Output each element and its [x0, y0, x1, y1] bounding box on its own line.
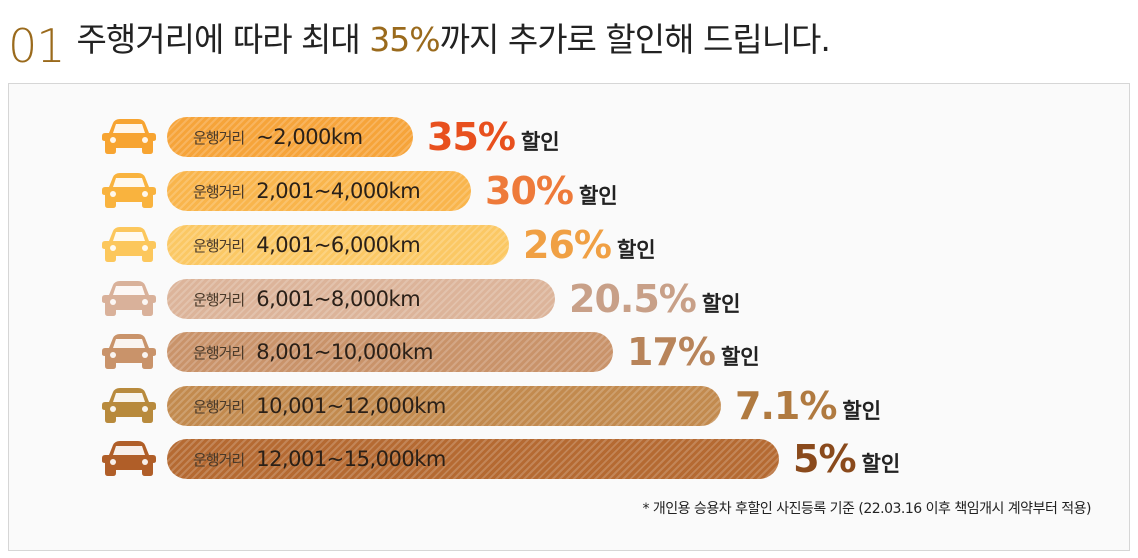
- distance-label: 운행거리: [193, 397, 245, 416]
- discount-suffix: 할인: [520, 130, 560, 154]
- discount-row: 운행거리 12,001~15,000km 5% 할인: [101, 438, 900, 480]
- distance-bar: 운행거리 10,001~12,000km: [167, 386, 721, 426]
- discount-row: 운행거리 4,001~6,000km 26% 할인: [101, 224, 656, 266]
- car-icon: [102, 173, 156, 208]
- discount-suffix: 할인: [616, 238, 656, 262]
- distance-bar: 운행거리 2,001~4,000km: [167, 171, 471, 211]
- discount-percent: 26%: [523, 223, 612, 267]
- car-icon: [102, 281, 156, 316]
- title-text-1: 주행거리에 따라 최대: [76, 19, 370, 59]
- distance-bar: 운행거리 8,001~10,000km: [167, 332, 613, 372]
- discount-percent: 7.1%: [735, 384, 837, 428]
- distance-bar: 운행거리 12,001~15,000km: [167, 439, 779, 479]
- discount-row: 운행거리 10,001~12,000km 7.1% 할인: [101, 385, 881, 427]
- distance-bar: 운행거리 4,001~6,000km: [167, 225, 509, 265]
- distance-range: 10,001~12,000km: [256, 394, 446, 418]
- discount-panel: 운행거리 ~2,000km 35% 할인 운행거리 2,001~4,000km 30% 할인 운…: [8, 83, 1130, 551]
- discount-row: 운행거리 2,001~4,000km 30% 할인: [101, 170, 618, 212]
- discount-row: 운행거리 6,001~8,000km 20.5% 할인: [101, 278, 740, 320]
- title-highlight: 35%: [369, 19, 440, 59]
- distance-range: 6,001~8,000km: [256, 287, 421, 311]
- distance-label: 운행거리: [193, 290, 245, 309]
- distance-label: 운행거리: [193, 128, 245, 147]
- distance-label: 운행거리: [193, 182, 245, 201]
- car-icon: [102, 334, 156, 369]
- distance-bar: 운행거리 ~2,000km: [167, 117, 413, 157]
- discount-percent: 20.5%: [569, 277, 697, 321]
- car-icon: [102, 227, 156, 262]
- discount-suffix: 할인: [578, 184, 618, 208]
- discount-percent: 35%: [427, 115, 516, 159]
- footnote: * 개인용 승용차 후할인 사진등록 기준 (22.03.16 이후 책임개시 …: [642, 501, 1091, 517]
- car-icon: [102, 119, 156, 154]
- distance-label: 운행거리: [193, 450, 245, 469]
- discount-percent: 30%: [485, 169, 574, 213]
- title-text-2: 까지 추가로 할인해 드립니다.: [439, 19, 831, 59]
- discount-percent: 5%: [793, 437, 857, 481]
- section-number: 01: [8, 19, 66, 73]
- car-icon: [102, 441, 156, 476]
- distance-bar: 운행거리 6,001~8,000km: [167, 279, 555, 319]
- distance-label: 운행거리: [193, 236, 245, 255]
- discount-row: 운행거리 ~2,000km 35% 할인: [101, 116, 560, 158]
- discount-suffix: 할인: [720, 345, 760, 369]
- car-icon: [102, 388, 156, 423]
- section-title: 주행거리에 따라 최대 35%까지 추가로 할인해 드립니다.: [76, 19, 831, 59]
- discount-suffix: 할인: [701, 292, 741, 316]
- distance-range: ~2,000km: [256, 125, 363, 149]
- discount-percent: 17%: [627, 330, 716, 374]
- distance-range: 4,001~6,000km: [256, 233, 421, 257]
- distance-range: 2,001~4,000km: [256, 179, 421, 203]
- discount-suffix: 할인: [842, 399, 882, 423]
- distance-range: 8,001~10,000km: [256, 340, 434, 364]
- discount-suffix: 할인: [861, 452, 901, 476]
- distance-range: 12,001~15,000km: [256, 447, 446, 471]
- discount-row: 운행거리 8,001~10,000km 17% 할인: [101, 331, 760, 373]
- distance-label: 운행거리: [193, 343, 245, 362]
- section-header: 01 주행거리에 따라 최대 35%까지 추가로 할인해 드립니다.: [8, 2, 831, 76]
